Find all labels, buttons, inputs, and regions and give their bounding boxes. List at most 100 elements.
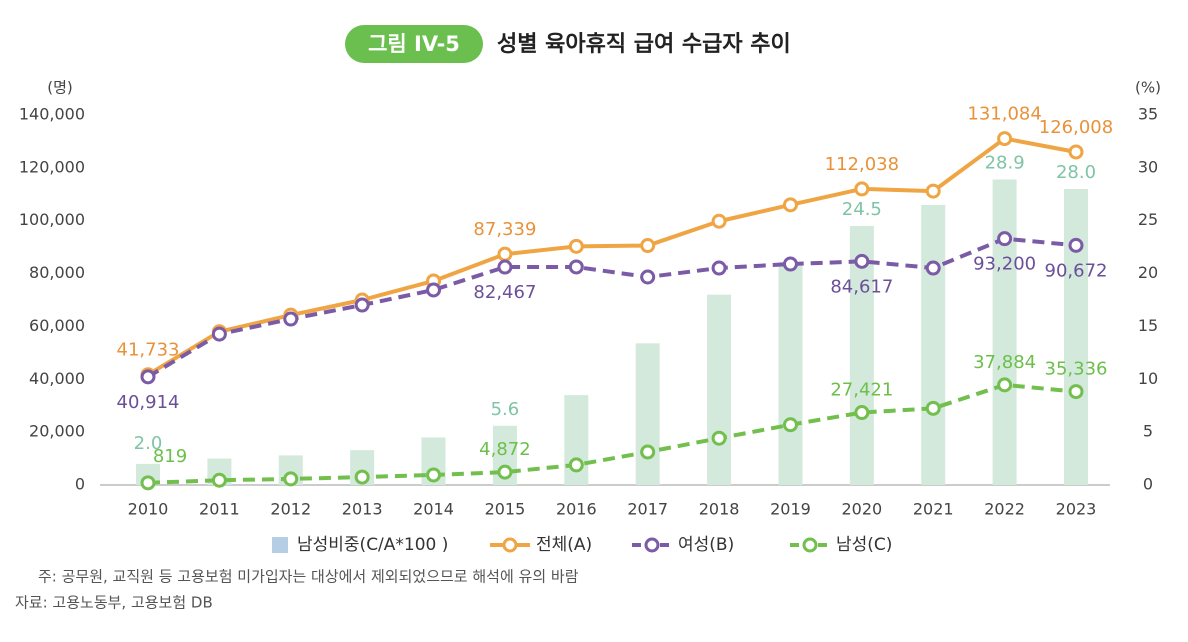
bar [778, 261, 803, 485]
marker [782, 197, 798, 213]
legend-label: 남성비중(C/A*100 ) [297, 535, 448, 555]
data-label: 4,872 [479, 439, 531, 460]
data-label: 24.5 [842, 199, 882, 220]
y2-tick-label: 0 [1143, 475, 1153, 494]
y2-tick-label: 35 [1138, 105, 1158, 124]
marker [426, 467, 442, 483]
marker [140, 475, 156, 491]
marker [568, 259, 584, 275]
marker [854, 405, 870, 421]
data-label: 131,084 [967, 104, 1041, 125]
y2-tick-label: 10 [1138, 369, 1158, 388]
marker [568, 238, 584, 254]
x-tick-label: 2019 [770, 500, 811, 519]
data-label: 28.0 [1056, 162, 1096, 183]
data-label: 41,733 [117, 340, 180, 361]
x-tick-label: 2012 [270, 500, 311, 519]
x-tick-label: 2022 [984, 500, 1025, 519]
marker [497, 259, 513, 275]
legend-label: 여성(B) [678, 535, 734, 555]
bar [849, 226, 874, 485]
data-label: 5.6 [491, 399, 520, 420]
data-label: 819 [153, 446, 187, 467]
marker [782, 256, 798, 272]
legend-swatch [272, 537, 288, 553]
bar [992, 179, 1017, 485]
data-label: 126,008 [1039, 117, 1113, 138]
y2-tick-label: 25 [1138, 210, 1158, 229]
legend-label: 전체(A) [536, 535, 592, 555]
data-label: 40,914 [117, 392, 180, 413]
data-label: 90,672 [1045, 260, 1108, 281]
x-tick-label: 2021 [913, 500, 954, 519]
x-tick-label: 2017 [627, 500, 668, 519]
marker [711, 430, 727, 446]
y2-tick-label: 20 [1138, 263, 1158, 282]
data-label: 93,200 [973, 254, 1036, 275]
bar [707, 294, 732, 485]
x-tick-label: 2023 [1056, 500, 1097, 519]
data-label: 28.9 [985, 152, 1025, 173]
x-tick-label: 2010 [128, 500, 169, 519]
marker [925, 400, 941, 416]
bar [1064, 189, 1088, 485]
marker [1068, 384, 1084, 400]
note: 주: 공무원, 교직원 등 고용보험 미가입자는 대상에서 제외되었으므로 해석… [38, 568, 579, 586]
marker [782, 417, 798, 433]
marker [140, 369, 156, 385]
y2-tick-label: 5 [1143, 422, 1153, 441]
marker [997, 377, 1013, 393]
legend-label: 남성(C) [836, 535, 892, 555]
y-tick-label: 120,000 [19, 157, 85, 176]
data-label: 82,467 [473, 282, 536, 303]
line [146, 236, 1077, 379]
marker [211, 472, 227, 488]
chart-title: 성별 육아휴직 급여 수급자 추이 [497, 32, 791, 57]
marker [640, 444, 656, 460]
marker [283, 471, 299, 487]
data-label: 87,339 [473, 219, 536, 240]
y-tick-label: 140,000 [19, 105, 85, 124]
marker [854, 253, 870, 269]
data-label: 2.0 [134, 433, 163, 454]
data-label: 84,617 [830, 276, 893, 297]
x-tick-label: 2011 [199, 500, 240, 519]
marker [925, 183, 941, 199]
y2-unit: (%) [1135, 79, 1161, 97]
marker [354, 297, 370, 313]
marker [925, 260, 941, 276]
marker [1068, 237, 1084, 253]
marker [640, 238, 656, 254]
line [146, 136, 1077, 377]
y-tick-label: 20,000 [29, 422, 85, 441]
marker [568, 457, 584, 473]
marker [854, 181, 870, 197]
legend-marker [502, 537, 518, 553]
marker [640, 269, 656, 285]
y-tick-label: 0 [75, 475, 85, 494]
y-tick-label: 40,000 [29, 369, 85, 388]
marker [1068, 144, 1084, 160]
title-badge-bg [345, 25, 483, 63]
marker [211, 326, 227, 342]
x-tick-label: 2020 [841, 500, 882, 519]
marker [711, 260, 727, 276]
marker [997, 131, 1013, 147]
x-tick-label: 2013 [342, 500, 383, 519]
y-tick-label: 100,000 [19, 210, 85, 229]
legend-marker [802, 537, 818, 553]
bar [635, 343, 660, 485]
marker [354, 469, 370, 485]
title-badge: 그림 IV-5 [368, 32, 460, 56]
marker [711, 213, 727, 229]
y-unit: (명) [47, 79, 73, 97]
y-tick-label: 60,000 [29, 316, 85, 335]
x-tick-label: 2014 [413, 500, 454, 519]
data-label: 112,038 [825, 154, 899, 175]
x-tick-label: 2018 [699, 500, 740, 519]
y2-tick-label: 15 [1138, 316, 1158, 335]
marker [283, 311, 299, 327]
marker [497, 246, 513, 262]
marker [426, 282, 442, 298]
marker [497, 464, 513, 480]
